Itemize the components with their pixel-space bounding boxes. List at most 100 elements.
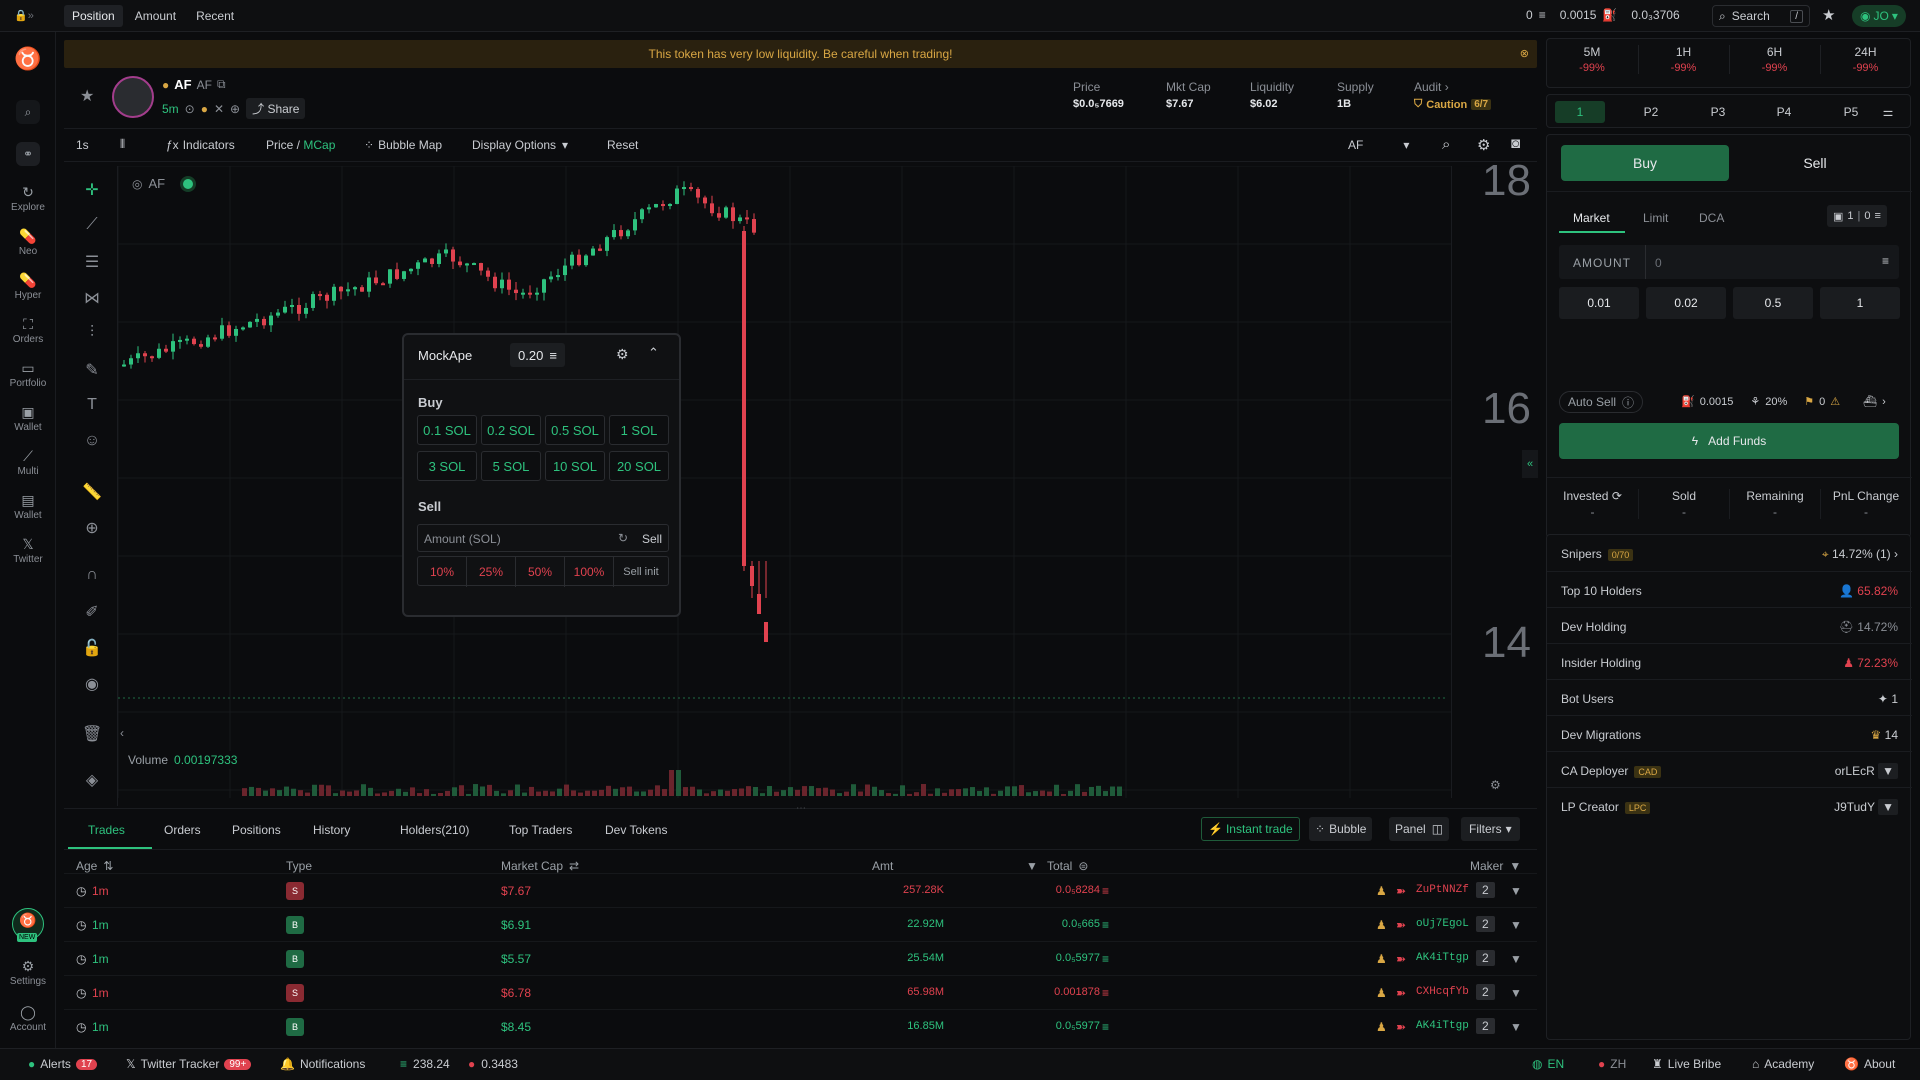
panel-button[interactable]: Panel ◫ xyxy=(1389,817,1450,841)
table-row[interactable]: ◷ 1m S $6.78 65.98M 0.001878 ≡ ♟ ➽ CXHcqfYb 2 ▼ xyxy=(64,975,1537,1009)
sidebar-item-explore[interactable]: ↻ Explore xyxy=(0,184,56,213)
notifications-button[interactable]: 🔔 Notifications xyxy=(280,1057,366,1071)
order-tab-market[interactable]: Market xyxy=(1573,211,1610,225)
sell-submit-button[interactable]: Sell xyxy=(642,532,663,546)
favorite-star-icon[interactable]: ★ xyxy=(80,88,95,105)
trade-maker[interactable]: AK4iTtgp xyxy=(1416,952,1469,964)
emoji-icon[interactable]: ☺ xyxy=(83,432,101,449)
reset-button[interactable]: Reset xyxy=(607,138,639,152)
price-mcap-toggle[interactable]: Price / MCap xyxy=(266,138,336,152)
chart-settings-icon[interactable]: ⚙ xyxy=(1490,778,1501,792)
copy-icon[interactable]: ⧉ xyxy=(216,77,226,91)
quick-buy-button[interactable]: 0.1 SOL xyxy=(417,415,477,445)
indicators-button[interactable]: ƒx Indicators xyxy=(166,138,235,152)
filter-icon[interactable]: ▼ xyxy=(1878,799,1898,815)
audit-stat[interactable]: Audit › ⛉ Caution 6/7 xyxy=(1414,80,1492,111)
quick-amount-button[interactable]: 0.01 xyxy=(1559,287,1639,319)
sidebar-item-hyper[interactable]: 💊 Hyper xyxy=(0,272,56,301)
pattern-icon[interactable]: ⋈ xyxy=(84,290,100,307)
live-bribe-link[interactable]: ♜ Live Bribe xyxy=(1652,1057,1722,1071)
tab-trades[interactable]: Trades xyxy=(88,823,125,837)
search-icon[interactable]: ⌕ xyxy=(16,100,40,124)
table-row[interactable]: ◷ 1m B $6.91 22.92M 0.0₅665 ≡ ♟ ➽ oUj7EgoL 2 ▼ xyxy=(64,907,1537,941)
order-tab-limit[interactable]: Limit xyxy=(1643,211,1669,225)
sidebar-item-portfolio[interactable]: ▭ Portfolio xyxy=(0,360,56,389)
ruler-icon[interactable]: 📏 xyxy=(82,484,102,501)
logo-icon[interactable]: ♉ xyxy=(14,46,42,71)
about-link[interactable]: ♉ About xyxy=(1844,1057,1896,1071)
symbol-select[interactable]: AF ▾ xyxy=(1348,138,1410,152)
trade-maker[interactable]: oUj7EgoL xyxy=(1416,918,1469,930)
trade-maker[interactable]: CXHcqfYb xyxy=(1416,986,1469,998)
academy-link[interactable]: ⌂ Academy xyxy=(1752,1057,1815,1071)
price-scale[interactable]: 18 16 14 « ⚙ xyxy=(1451,156,1538,798)
sidebar-item-orders[interactable]: ⛶ Orders xyxy=(0,316,56,345)
magnify-icon[interactable]: ⌕ xyxy=(1442,136,1451,153)
filter-icon[interactable]: ▼ xyxy=(1510,952,1522,966)
preset-p2[interactable]: P2 xyxy=(1643,105,1659,119)
mockape-amount[interactable]: 0.20 ≡ xyxy=(510,343,565,367)
share-button[interactable]: ⤴ Share xyxy=(246,98,306,119)
bubble-map-button[interactable]: ⁘ Bubble Map xyxy=(364,138,443,152)
token-avatar[interactable] xyxy=(112,76,154,118)
tab-top-traders[interactable]: Top Traders xyxy=(509,823,573,837)
chevron-up-icon[interactable]: ⌃ xyxy=(648,345,659,360)
filters-button[interactable]: Filters ▾ xyxy=(1461,817,1520,841)
tab-amount[interactable]: Amount xyxy=(134,9,177,23)
header-age[interactable]: Age ⇅ xyxy=(76,859,114,873)
sliders-icon[interactable]: ⚌ xyxy=(1882,105,1894,119)
crosshair-icon[interactable]: ✛ xyxy=(85,182,99,199)
preset-1[interactable]: 1 xyxy=(1555,101,1605,123)
twitter-tracker-button[interactable]: 𝕏 Twitter Tracker 99+ xyxy=(126,1057,252,1071)
brush-icon[interactable]: ✎ xyxy=(85,362,99,379)
auto-sell-toggle[interactable]: Auto Sell ⓘ xyxy=(1559,391,1644,413)
table-row[interactable]: ◷ 1m S $7.67 257.28K 0.0₅8284 ≡ ♟ ➽ ZuPtNNZf 2 ▼ xyxy=(64,873,1537,907)
fib-icon[interactable]: ⫶ xyxy=(89,324,94,341)
table-row[interactable]: ◷ 1m B $5.57 25.54M 0.0₅5977 ≡ ♟ ➽ AK4iTtgp 2 ▼ xyxy=(64,941,1537,975)
filter-icon[interactable]: ▼ xyxy=(1510,884,1522,898)
timeframe-1h[interactable]: 1H -99% xyxy=(1638,45,1728,74)
quick-buy-button[interactable]: 0.2 SOL xyxy=(481,415,541,445)
interval-select[interactable]: 1s xyxy=(76,138,89,152)
stat-snipers[interactable]: Snipers 0/70 ⌖ 14.72% (1) › xyxy=(1561,547,1898,561)
trade-maker[interactable]: AK4iTtgp xyxy=(1416,1020,1469,1032)
filter-icon[interactable]: ▼ xyxy=(1510,986,1522,1000)
alerts-button[interactable]: ● Alerts 17 xyxy=(28,1057,98,1071)
tab-positions[interactable]: Positions xyxy=(232,823,281,837)
candle-type-icon[interactable]: ⫴ xyxy=(120,137,126,151)
tab-history[interactable]: History xyxy=(313,823,351,837)
table-row[interactable]: ◷ 1m B $8.45 16.85M 0.0₅5977 ≡ ♟ ➽ AK4iTtgp 2 ▼ xyxy=(64,1009,1537,1043)
tab-orders[interactable]: Orders xyxy=(164,823,201,837)
candlestick-chart[interactable] xyxy=(118,166,1451,798)
filter-icon[interactable]: ▼ xyxy=(1509,859,1522,873)
filter-icon[interactable]: ▼ xyxy=(1026,859,1038,873)
filter-icon[interactable]: ▼ xyxy=(1510,918,1522,932)
quick-buy-button[interactable]: 5 SOL xyxy=(481,451,541,481)
sidebar-item-neo[interactable]: 💊 Neo xyxy=(0,228,56,257)
x-icon[interactable]: ✕ xyxy=(213,101,225,116)
quick-amount-button[interactable]: 0.02 xyxy=(1646,287,1726,319)
price-chart[interactable]: ◎ AF Volume 0.00197333 ‹ xyxy=(118,166,1451,798)
sidebar-item-settings[interactable]: ⚙ Settings xyxy=(0,958,56,987)
sidebar-item-multi[interactable]: ⟋ Multi xyxy=(0,448,56,477)
timeframe-6h[interactable]: 6H -99% xyxy=(1729,45,1819,74)
header-market-cap[interactable]: Market Cap ⇄ xyxy=(501,859,580,873)
instant-trade-button[interactable]: ⚡ Instant trade xyxy=(1201,817,1300,841)
trash-icon[interactable]: 🗑 xyxy=(82,726,103,743)
trendline-icon[interactable]: ⟋ xyxy=(86,216,98,233)
preset-p5[interactable]: P5 xyxy=(1843,105,1859,119)
quick-buy-button[interactable]: 3 SOL xyxy=(417,451,477,481)
lang-en[interactable]: ◍ EN xyxy=(1532,1057,1565,1071)
buy-tab[interactable]: Buy xyxy=(1561,145,1729,181)
trade-maker[interactable]: ZuPtNNZf xyxy=(1416,884,1469,896)
horizontal-lines-icon[interactable]: ☰ xyxy=(84,254,100,271)
sell-tab[interactable]: Sell xyxy=(1803,155,1827,171)
sidebar-item-wallet[interactable]: ▣ Wallet xyxy=(0,404,56,433)
text-icon[interactable]: T xyxy=(87,396,97,413)
wallet-selector[interactable]: ▣ 1 | 0 ≡ xyxy=(1827,205,1887,227)
gear-icon[interactable]: ⚙ xyxy=(616,346,629,362)
filter-icon[interactable]: ▼ xyxy=(1878,763,1898,779)
tab-recent[interactable]: Recent xyxy=(196,9,235,23)
header-total[interactable]: Total ⊜ xyxy=(1047,859,1089,873)
preset-p4[interactable]: P4 xyxy=(1776,105,1792,119)
